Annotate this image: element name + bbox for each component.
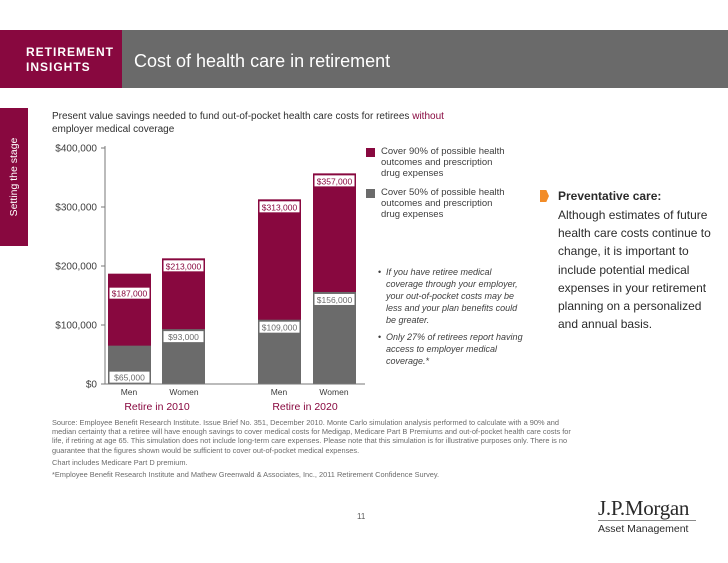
data-label-bg — [314, 175, 355, 187]
chart-subtitle: Present value savings needed to fund out… — [52, 110, 452, 136]
x-tick-label: Women — [169, 387, 198, 397]
y-tick-label: $0 — [86, 380, 98, 391]
brand-line-2: INSIGHTS — [26, 60, 91, 74]
note-item: Only 27% of retirees report having acces… — [378, 331, 528, 367]
legend-swatch-50 — [366, 189, 375, 198]
source-text: Source: Employee Benefit Research Instit… — [52, 418, 571, 455]
survey-footnote: *Employee Benefit Research Institute and… — [52, 470, 440, 480]
x-tick-label: Women — [319, 387, 348, 397]
data-label-bg — [314, 293, 355, 305]
sidebar-section-tab[interactable]: Setting the stage — [0, 108, 28, 246]
legend-label-50: Cover 50% of possible health outcomes an… — [381, 187, 505, 220]
y-tick-label: $300,000 — [55, 203, 97, 214]
data-label-50pct: $109,000 — [262, 323, 298, 333]
notes-list: If you have retiree medical coverage thr… — [378, 266, 528, 372]
logo-subtitle: Asset Management — [598, 523, 689, 535]
logo-divider — [598, 520, 696, 521]
data-label-bg — [109, 287, 150, 299]
page-number: 11 — [357, 512, 366, 521]
callout-body: Although estimates of future health care… — [558, 208, 711, 332]
source-footnote: Source: Employee Benefit Research Instit… — [52, 418, 577, 482]
subtitle-text: Present value savings needed to fund out… — [52, 111, 413, 122]
subtitle-text-end: employer medical coverage — [52, 124, 175, 135]
x-tick-label: Men — [121, 387, 138, 397]
x-group-label: Retire in 2010 — [124, 401, 190, 413]
bar-50pct — [313, 291, 356, 384]
data-label-bg — [259, 321, 300, 333]
data-label-90pct: $187,000 — [112, 289, 148, 299]
data-label-90pct: $213,000 — [166, 261, 202, 271]
data-label-90pct: $313,000 — [262, 202, 298, 212]
subtitle-highlight: without — [412, 111, 444, 122]
x-tick-label: Men — [271, 387, 288, 397]
callout-title: Preventative care: — [558, 189, 662, 203]
data-label-90pct: $357,000 — [317, 176, 353, 186]
x-group-label: Retire in 2020 — [272, 401, 338, 413]
data-label-bg — [109, 371, 150, 383]
data-label-bg — [259, 201, 300, 213]
legend-swatch-90 — [366, 148, 375, 157]
jpmorgan-logo: J.P.Morgan Asset Management — [598, 497, 698, 535]
brand-line-1: RETIREMENT — [26, 45, 114, 59]
brand-block: RETIREMENT INSIGHTS — [0, 30, 122, 88]
data-label-bg — [163, 260, 204, 272]
data-label-50pct: $93,000 — [168, 332, 199, 342]
y-tick-label: $100,000 — [55, 321, 97, 332]
page-title: Cost of health care in retirement — [134, 51, 391, 71]
data-label-50pct: $65,000 — [114, 373, 145, 383]
logo-name: J.P.Morgan — [598, 496, 690, 520]
chart-note: Chart includes Medicare Part D premium. — [52, 457, 188, 467]
header-bar: RETIREMENT INSIGHTS Cost of health care … — [0, 30, 728, 88]
y-tick-label: $400,000 — [55, 144, 97, 155]
y-tick-label: $200,000 — [55, 262, 97, 273]
note-item: If you have retiree medical coverage thr… — [378, 266, 528, 326]
data-label-bg — [163, 331, 204, 343]
data-label-50pct: $156,000 — [317, 295, 353, 305]
arrow-tag-icon — [540, 190, 549, 202]
legend-label-90: Cover 90% of possible health outcomes an… — [381, 146, 505, 179]
